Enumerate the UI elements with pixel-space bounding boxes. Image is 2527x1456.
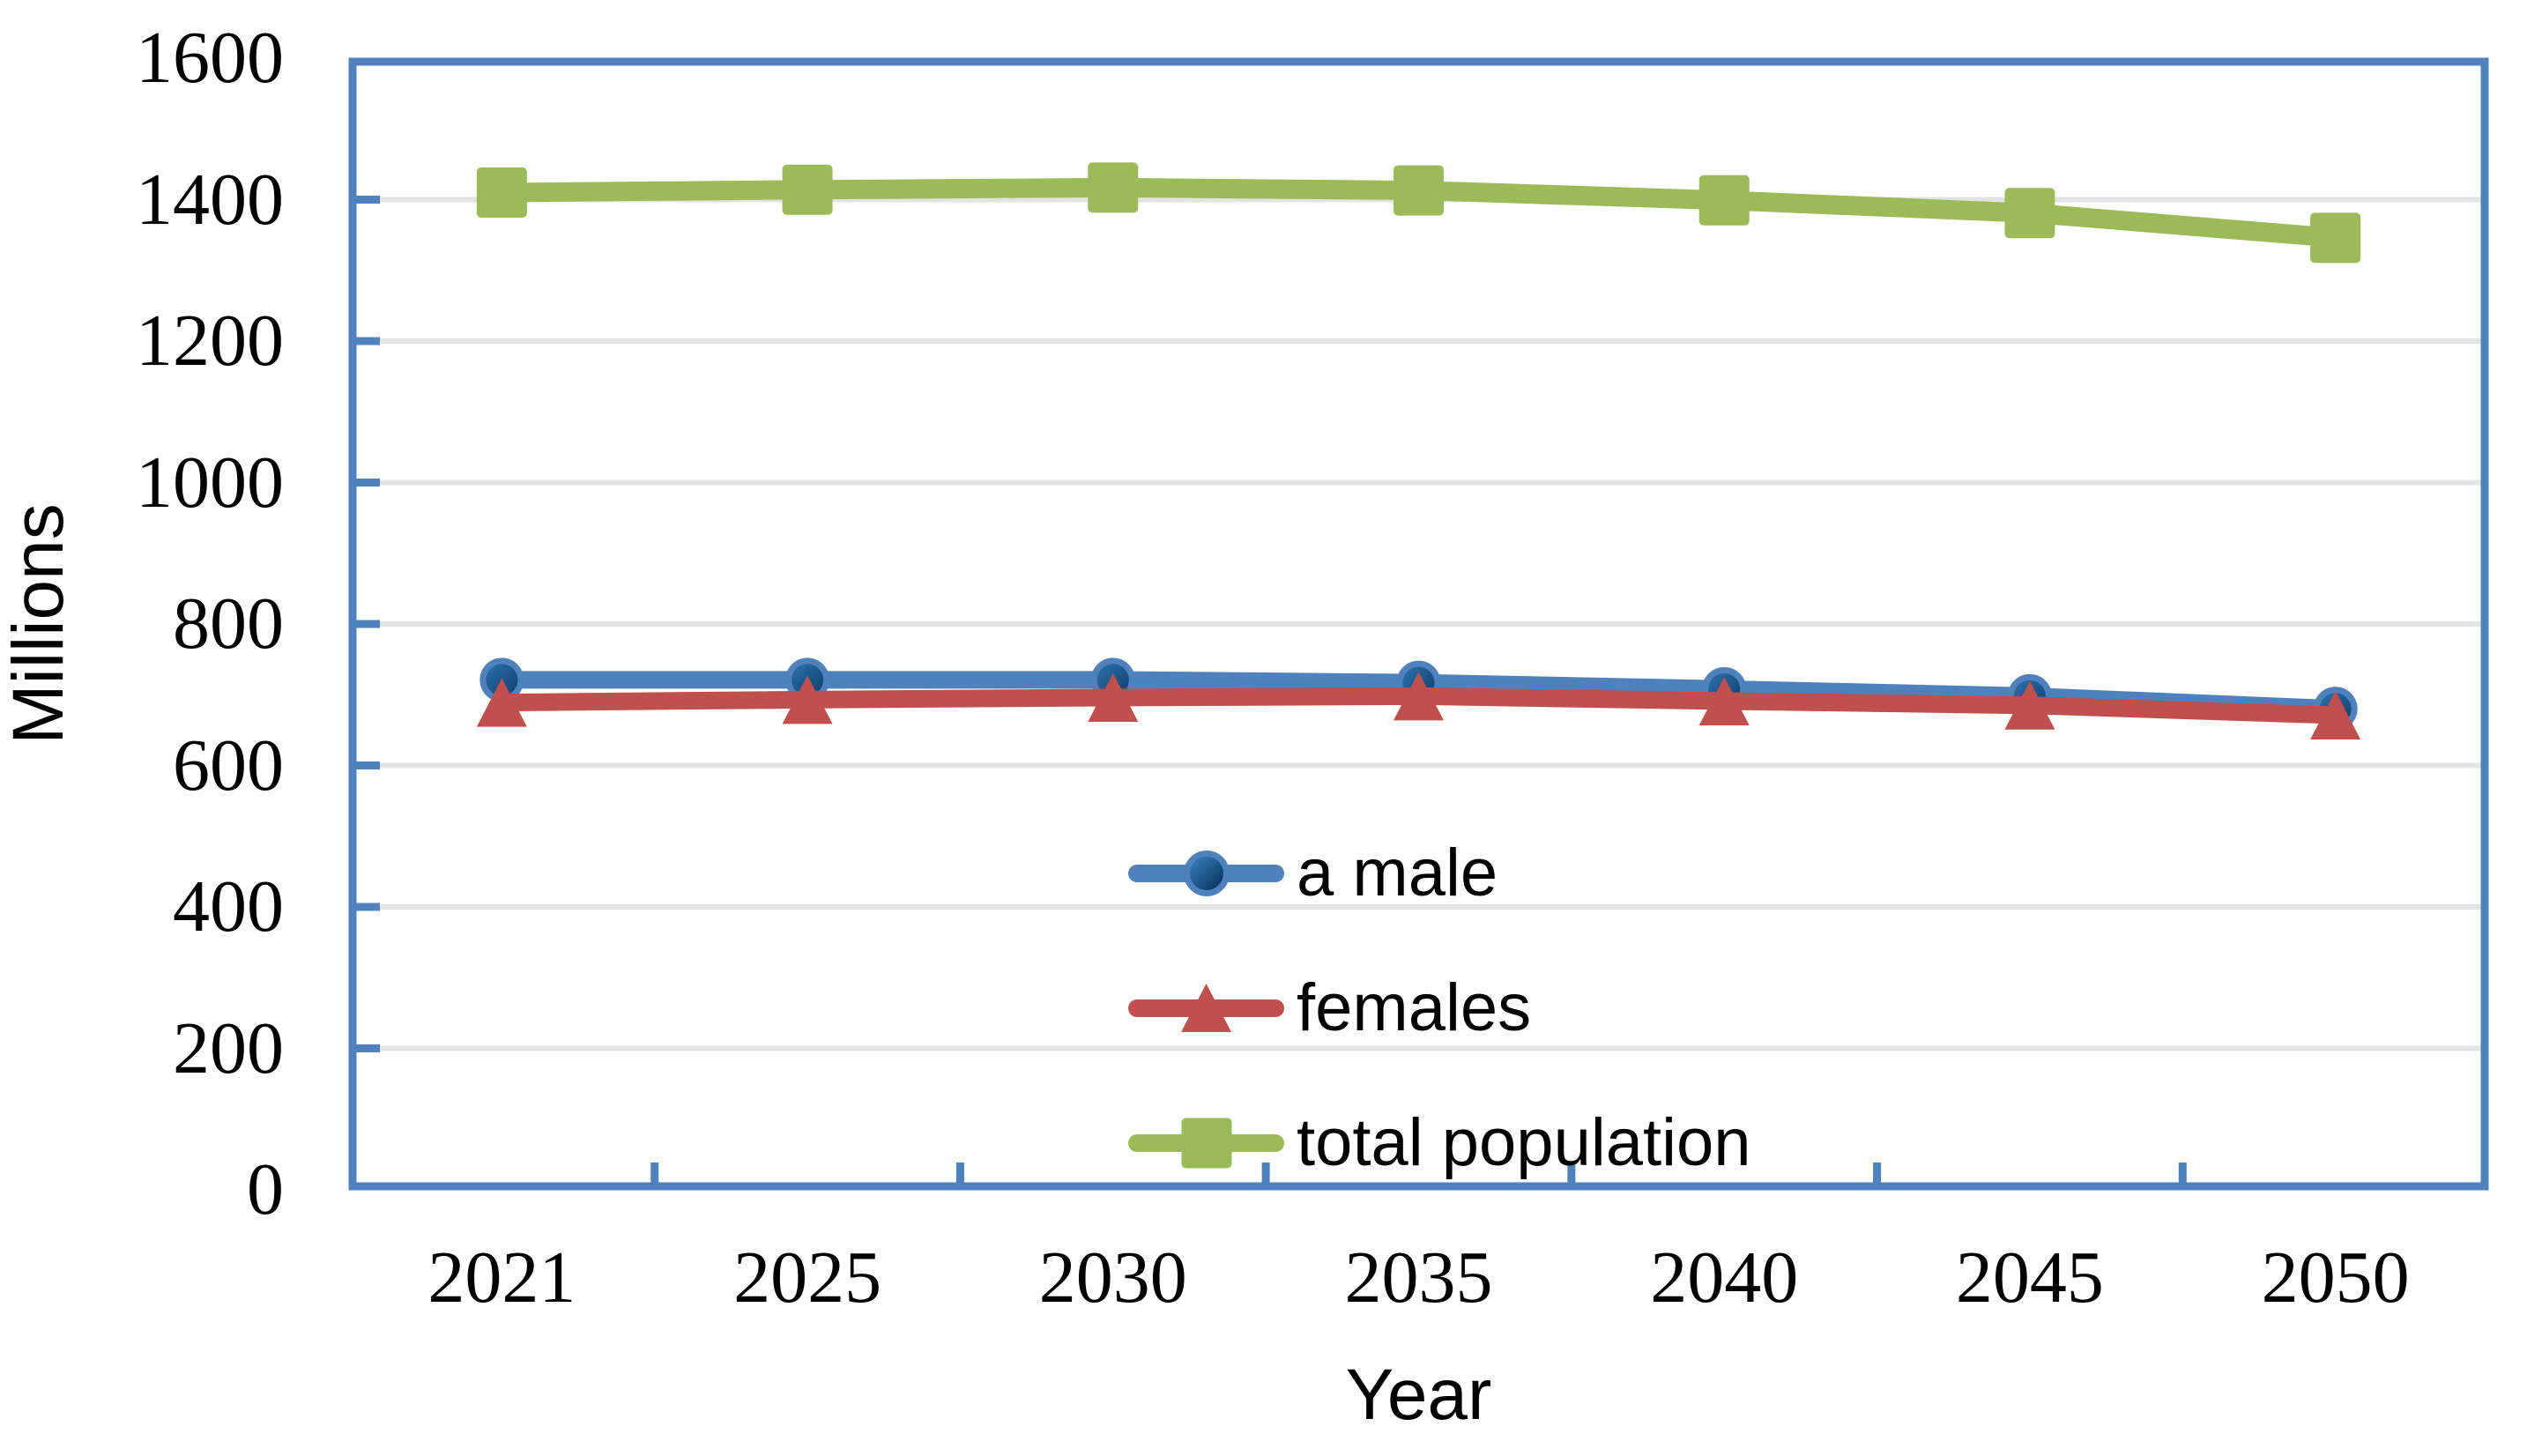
axis-ticks xyxy=(356,196,2187,1185)
circle-marker-icon xyxy=(1183,850,1230,896)
legend: a male females total population xyxy=(1128,806,1751,1210)
y-tick-label: 400 xyxy=(173,865,284,947)
square-marker-icon xyxy=(782,164,833,215)
legend-label-a-male: a male xyxy=(1297,835,1498,910)
triangle-marker-icon xyxy=(1394,672,1444,721)
y-tick-label: 1400 xyxy=(136,158,284,241)
y-tick-label: 1200 xyxy=(136,300,284,382)
y-tick-label: 600 xyxy=(173,724,284,806)
x-tick-label: 2050 xyxy=(2261,1237,2410,1319)
legend-item-females: females xyxy=(1128,940,1751,1075)
y-axis-title: Millions xyxy=(0,503,78,745)
y-tick-label: 1000 xyxy=(136,441,284,524)
triangle-marker-icon xyxy=(1698,676,1750,725)
triangle-marker-icon xyxy=(476,678,527,727)
legend-item-total-population: total population xyxy=(1128,1075,1751,1210)
series-layer xyxy=(476,162,2361,740)
x-tick-label: 2035 xyxy=(1344,1237,1493,1319)
plot-area-border xyxy=(348,57,2489,1191)
x-tick-label: 2040 xyxy=(1650,1237,1799,1319)
square-marker-icon xyxy=(2004,188,2055,239)
square-marker-icon xyxy=(1088,162,1139,213)
x-tick-label: 2030 xyxy=(1038,1237,1187,1319)
square-marker-icon xyxy=(476,167,527,218)
x-tick-label: 2025 xyxy=(733,1237,882,1319)
x-tick-label: 2021 xyxy=(427,1237,576,1319)
triangle-marker-icon xyxy=(1088,672,1139,722)
legend-label-total-population: total population xyxy=(1297,1104,1751,1180)
triangle-marker-icon xyxy=(782,675,833,724)
y-tick-label: 1600 xyxy=(136,17,284,99)
y-tick-label: 200 xyxy=(173,1007,284,1089)
triangle-marker-icon xyxy=(2310,691,2361,740)
legend-item-a-male: a male xyxy=(1128,806,1751,940)
square-marker-icon xyxy=(1394,165,1444,216)
y-tick-label: 800 xyxy=(173,583,284,665)
square-marker-icon xyxy=(1181,1118,1231,1168)
x-tick-label: 2045 xyxy=(1955,1237,2104,1319)
y-tick-label: 0 xyxy=(247,1148,284,1230)
square-marker-icon xyxy=(2310,212,2361,264)
legend-label-females: females xyxy=(1297,969,1532,1045)
legend-swatch-male xyxy=(1128,806,1284,940)
legend-swatch-total xyxy=(1128,1075,1284,1210)
triangle-marker-icon xyxy=(2004,680,2055,730)
x-axis-title: Year xyxy=(1345,1355,1492,1435)
square-marker-icon xyxy=(1698,175,1750,226)
legend-swatch-females xyxy=(1128,940,1284,1075)
